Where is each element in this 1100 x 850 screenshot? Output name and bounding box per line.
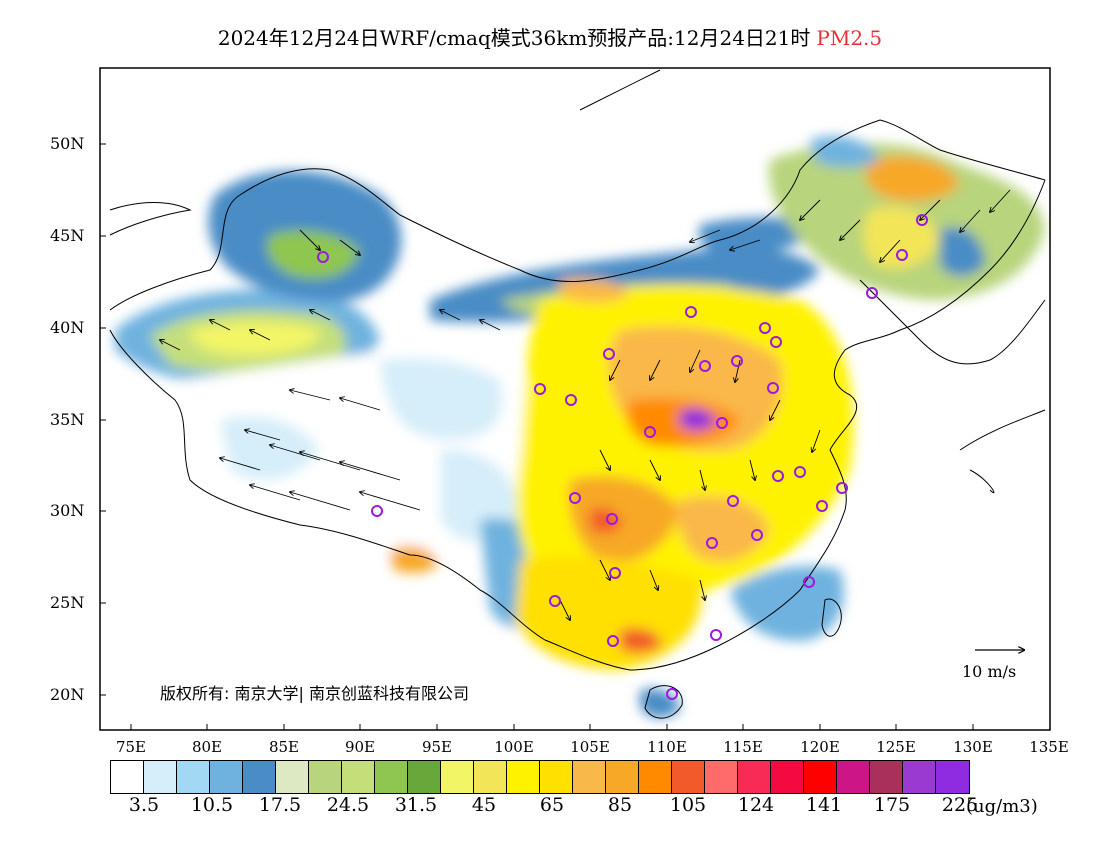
lon-label: 100E: [494, 738, 534, 756]
colorbar-swatch: [771, 761, 804, 793]
colorbar-tick-label: 45: [471, 794, 497, 816]
city-markers: [317, 214, 928, 700]
colorbar-swatch: [309, 761, 342, 793]
lon-label: 125E: [876, 738, 916, 756]
colorbar-swatch: [936, 761, 969, 793]
lon-label: 95E: [421, 738, 453, 756]
boundary-lines: [109, 69, 1046, 719]
colorbar-tick-label: 225: [941, 794, 979, 816]
colorbar-swatch: [177, 761, 210, 793]
colorbar-swatch: [705, 761, 738, 793]
colorbar-tick-label: 124: [737, 794, 775, 816]
lon-label: 120E: [800, 738, 840, 756]
colorbar-swatch: [804, 761, 837, 793]
colorbar-tick-label: 85: [607, 794, 633, 816]
copyright-text: 版权所有: 南京大学| 南京创蓝科技有限公司: [160, 684, 469, 703]
colorbar-unit: (ug/m3): [966, 796, 1038, 817]
colorbar-tick-label: 65: [539, 794, 565, 816]
wind-vectors: [160, 189, 1011, 620]
colorbar-swatch: [837, 761, 870, 793]
lon-label: 110E: [647, 738, 687, 756]
map-border: [99, 67, 1051, 731]
colorbar-swatch: [639, 761, 672, 793]
lat-label: 25N: [50, 593, 85, 612]
colorbar-tick-label: 17.5: [258, 794, 302, 816]
map-title: 2024年12月24日WRF/cmaq模式36km预报产品:12月24日21时 P…: [0, 22, 1100, 51]
lon-label: 130E: [953, 738, 993, 756]
lon-label: 75E: [115, 738, 147, 756]
lat-label: 45N: [50, 226, 85, 245]
colorbar-swatch: [870, 761, 903, 793]
colorbar-swatch: [408, 761, 441, 793]
axis-ticks: [100, 143, 974, 730]
colorbar-tick-label: 141: [805, 794, 843, 816]
colorbar-swatch: [210, 761, 243, 793]
colorbar-swatch: [111, 761, 144, 793]
colorbar-tick-label: 105: [669, 794, 707, 816]
title-main: 2024年12月24日WRF/cmaq模式36km预报产品:12月24日21时: [217, 26, 811, 50]
colorbar-swatch: [672, 761, 705, 793]
wind-reference-label: 10 m/s: [962, 662, 1017, 681]
lon-label: 80E: [191, 738, 223, 756]
colorbar-swatch: [474, 761, 507, 793]
colorbar-swatch: [276, 761, 309, 793]
colorbar-tick-label: 31.5: [394, 794, 438, 816]
lat-label: 30N: [50, 501, 85, 520]
colorbar-tick-label: 3.5: [128, 794, 160, 816]
colorbar: [110, 760, 970, 794]
colorbar-swatch: [144, 761, 177, 793]
lon-label: 115E: [723, 738, 763, 756]
lon-label: 135E: [1029, 738, 1069, 756]
colorbar-swatch: [441, 761, 474, 793]
colorbar-swatch: [540, 761, 573, 793]
colorbar-swatch: [375, 761, 408, 793]
lat-label: 20N: [50, 685, 85, 704]
colorbar-swatch: [903, 761, 936, 793]
colorbar-swatch: [243, 761, 276, 793]
colorbar-tick-label: 10.5: [190, 794, 234, 816]
colorbar-swatch: [573, 761, 606, 793]
colorbar-swatch: [606, 761, 639, 793]
lat-label: 50N: [50, 134, 85, 153]
colorbar-swatch: [738, 761, 771, 793]
lat-label: 40N: [50, 318, 85, 337]
colorbar-tick-label: 24.5: [326, 794, 370, 816]
lon-label: 85E: [268, 738, 300, 756]
colorbar-swatch: [507, 761, 540, 793]
colorbar-tick-label: 175: [873, 794, 911, 816]
lon-label: 90E: [344, 738, 376, 756]
lon-label: 105E: [570, 738, 610, 756]
title-pollutant: PM2.5: [816, 26, 883, 50]
colorbar-swatch: [342, 761, 375, 793]
pm25-field: [115, 136, 1045, 718]
lat-label: 35N: [50, 410, 85, 429]
